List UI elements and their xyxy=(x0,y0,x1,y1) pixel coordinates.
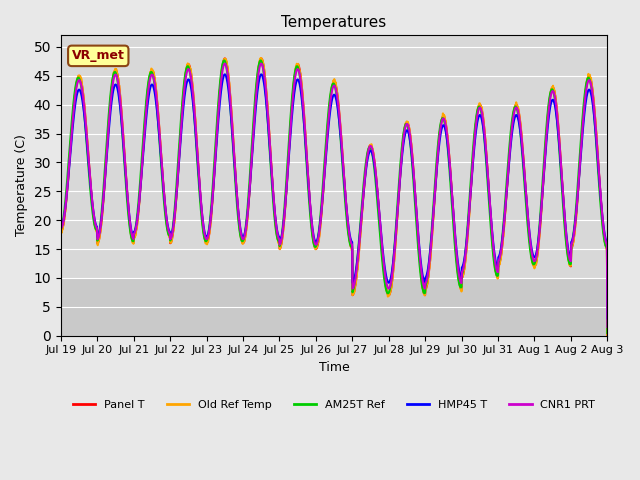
CNR1 PRT xyxy=(57,225,65,231)
Old Ref Temp xyxy=(301,118,308,123)
Text: VR_met: VR_met xyxy=(72,49,125,62)
Line: CNR1 PRT: CNR1 PRT xyxy=(61,64,607,327)
X-axis label: Time: Time xyxy=(319,361,349,374)
AM25T Ref xyxy=(604,330,611,336)
Old Ref Temp xyxy=(257,55,264,61)
Legend: Panel T, Old Ref Temp, AM25T Ref, HMP45 T, CNR1 PRT: Panel T, Old Ref Temp, AM25T Ref, HMP45 … xyxy=(68,395,600,414)
CNR1 PRT xyxy=(99,198,107,204)
Panel T xyxy=(310,242,318,248)
Line: HMP45 T: HMP45 T xyxy=(61,74,607,318)
Old Ref Temp xyxy=(99,200,107,206)
Panel T xyxy=(604,333,611,338)
HMP45 T xyxy=(301,125,308,131)
AM25T Ref xyxy=(369,151,376,156)
AM25T Ref xyxy=(99,190,107,196)
Bar xyxy=(61,278,607,336)
HMP45 T xyxy=(310,236,318,241)
AM25T Ref xyxy=(289,84,297,89)
HMP45 T xyxy=(369,150,376,156)
CNR1 PRT xyxy=(289,92,297,98)
Line: Panel T: Panel T xyxy=(61,59,607,336)
Line: AM25T Ref: AM25T Ref xyxy=(61,60,607,333)
HMP45 T xyxy=(289,101,297,107)
Old Ref Temp xyxy=(57,227,65,233)
Y-axis label: Temperature (C): Temperature (C) xyxy=(15,134,28,237)
Panel T xyxy=(301,117,308,122)
CNR1 PRT xyxy=(369,146,376,152)
CNR1 PRT xyxy=(221,61,228,67)
Old Ref Temp xyxy=(604,333,611,339)
Panel T xyxy=(99,200,107,205)
Old Ref Temp xyxy=(122,165,129,170)
Old Ref Temp xyxy=(369,147,376,153)
HMP45 T xyxy=(122,168,129,174)
Panel T xyxy=(221,56,228,61)
Panel T xyxy=(122,165,129,171)
Line: Old Ref Temp: Old Ref Temp xyxy=(61,58,607,336)
AM25T Ref xyxy=(57,226,65,232)
Title: Temperatures: Temperatures xyxy=(282,15,387,30)
CNR1 PRT xyxy=(301,119,308,125)
Old Ref Temp xyxy=(310,242,318,248)
CNR1 PRT xyxy=(604,324,611,330)
AM25T Ref xyxy=(220,58,228,63)
Panel T xyxy=(289,89,297,95)
AM25T Ref xyxy=(122,175,129,180)
HMP45 T xyxy=(57,224,65,230)
Panel T xyxy=(369,145,376,151)
HMP45 T xyxy=(221,72,228,77)
CNR1 PRT xyxy=(310,238,318,244)
AM25T Ref xyxy=(301,127,308,133)
Old Ref Temp xyxy=(289,90,297,96)
Panel T xyxy=(57,229,65,235)
CNR1 PRT xyxy=(122,165,129,171)
AM25T Ref xyxy=(310,243,318,249)
HMP45 T xyxy=(99,198,107,204)
HMP45 T xyxy=(604,315,611,321)
